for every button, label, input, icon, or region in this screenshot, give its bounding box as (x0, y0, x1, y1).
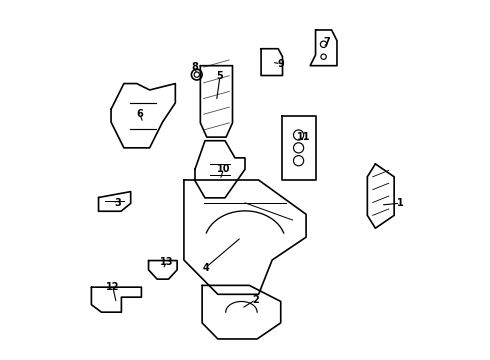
Text: 11: 11 (297, 132, 311, 142)
Text: 3: 3 (115, 198, 122, 208)
Text: 5: 5 (217, 71, 223, 81)
Text: 6: 6 (136, 109, 143, 119)
Text: 13: 13 (160, 257, 173, 267)
Text: 7: 7 (324, 37, 331, 48)
Text: 2: 2 (252, 295, 259, 305)
Text: 8: 8 (192, 63, 198, 72)
Text: 9: 9 (277, 59, 284, 69)
Text: 12: 12 (106, 282, 120, 292)
Text: 1: 1 (397, 198, 404, 208)
Text: 10: 10 (217, 164, 230, 174)
Text: 4: 4 (202, 262, 209, 273)
